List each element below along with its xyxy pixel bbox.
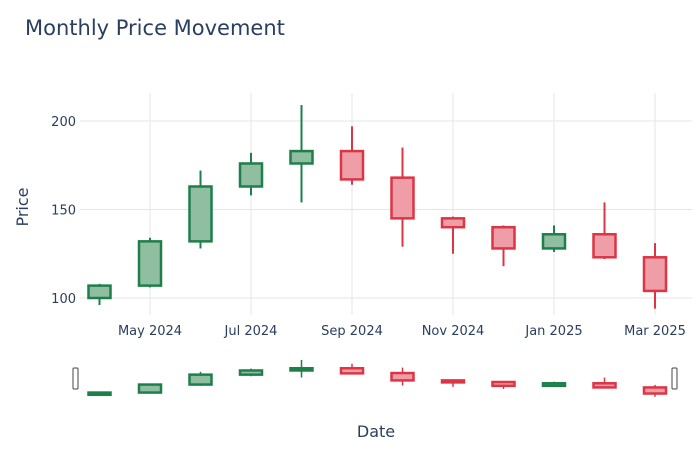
candle xyxy=(188,170,213,249)
mini-candle xyxy=(339,363,365,375)
candle xyxy=(289,105,314,203)
candle xyxy=(137,237,163,288)
mini-candle xyxy=(137,383,163,394)
candle-body xyxy=(491,225,516,250)
candle-body xyxy=(137,240,163,287)
range-slider-area xyxy=(80,358,682,398)
mini-candle xyxy=(491,380,516,390)
mini-candle-body xyxy=(289,366,314,372)
candle xyxy=(541,225,567,252)
range-slider[interactable] xyxy=(72,358,682,398)
mini-candle-body xyxy=(390,371,415,382)
mini-candle-body xyxy=(87,391,112,397)
candle-body xyxy=(238,162,264,188)
y-tick-label: 150 xyxy=(51,204,76,219)
candle-body xyxy=(289,149,314,165)
x-axis-title: Date xyxy=(357,422,395,441)
x-tick-label: Sep 2024 xyxy=(321,324,383,339)
candle xyxy=(87,283,112,306)
candle xyxy=(491,225,516,267)
candle xyxy=(440,216,466,254)
mini-candle xyxy=(440,379,466,387)
x-tick-label: Jan 2025 xyxy=(524,324,582,339)
y-tick-label: 100 xyxy=(51,292,76,307)
candle-body xyxy=(188,185,213,243)
mini-candle-body xyxy=(339,366,365,375)
candles-layer xyxy=(87,105,668,309)
range-slider-right-handle[interactable] xyxy=(671,367,678,390)
y-tick-labels: 100 150 200 xyxy=(51,115,76,307)
x-tick-label: Nov 2024 xyxy=(422,324,485,339)
mini-candle-body xyxy=(188,373,213,386)
candle xyxy=(592,202,617,260)
mini-candle-body xyxy=(592,382,617,389)
mini-candle xyxy=(289,359,314,378)
mini-candle xyxy=(541,381,567,388)
mini-candle-body xyxy=(238,369,264,376)
candle-body xyxy=(339,149,365,181)
mini-candle-body xyxy=(491,380,516,388)
candle xyxy=(390,147,415,247)
candle-body xyxy=(642,256,668,293)
grid-layer xyxy=(80,93,692,315)
candle xyxy=(339,126,365,185)
range-slider-left-handle[interactable] xyxy=(72,367,79,390)
y-axis-title: Price xyxy=(13,187,32,226)
mini-candle xyxy=(87,391,112,397)
x-tick-label: Jul 2024 xyxy=(224,324,278,339)
mini-candle-body xyxy=(541,382,567,388)
candle-body xyxy=(87,284,112,300)
candle-body xyxy=(541,233,567,250)
x-tick-labels: May 2024 Jul 2024 Sep 2024 Nov 2024 Jan 2025… xyxy=(118,324,686,339)
mini-candle xyxy=(188,371,213,386)
x-tick-label: Mar 2025 xyxy=(624,324,686,339)
candle-body xyxy=(390,176,415,220)
mini-candle-body xyxy=(440,379,466,384)
mini-candle xyxy=(642,384,668,397)
candle-body xyxy=(440,217,466,229)
mini-candle-body xyxy=(137,383,163,394)
x-tick-label: May 2024 xyxy=(118,324,182,339)
mini-candle xyxy=(238,368,264,377)
mini-candle xyxy=(592,377,617,389)
candle xyxy=(642,243,668,309)
candle-body xyxy=(592,233,617,259)
mini-candle-body xyxy=(642,386,668,395)
chart-title: Monthly Price Movement xyxy=(25,16,285,40)
y-tick-label: 200 xyxy=(51,115,76,130)
candle xyxy=(238,152,264,196)
mini-candle xyxy=(390,367,415,386)
